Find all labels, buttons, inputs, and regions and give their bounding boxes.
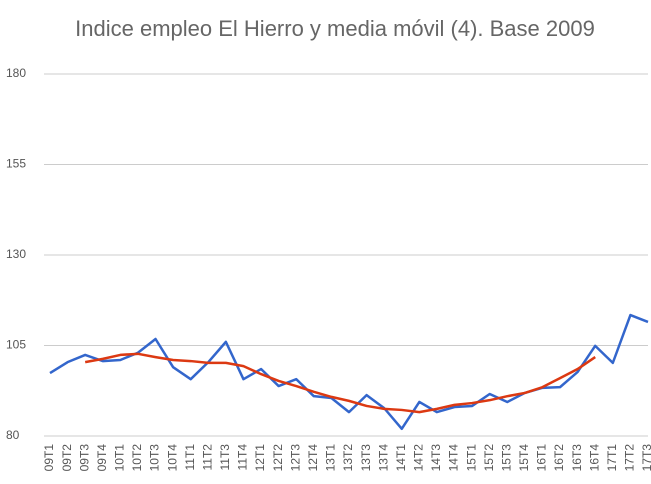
chart-title: Indice empleo El Hierro y media móvil (4… [75,16,595,41]
x-tick-label: 14T4 [447,444,461,472]
x-tick-label: 10T1 [113,444,127,472]
x-tick-label: 14T2 [412,444,426,472]
y-tick-label: 80 [6,428,20,442]
x-tick-label: 10T2 [130,444,144,472]
x-tick-label: 14T3 [429,444,443,472]
x-tick-label: 11T1 [183,444,197,471]
x-tick-label: 13T4 [376,444,390,472]
y-tick-label: 105 [6,338,26,352]
x-tick-label: 13T2 [341,444,355,472]
x-tick-label: 10T3 [148,444,162,472]
x-tick-label: 12T2 [271,444,285,472]
series-line [49,313,649,431]
x-tick-label: 11T4 [236,444,250,471]
x-tick-label: 10T4 [165,444,179,472]
x-tick-label: 17T2 [623,444,637,472]
x-tick-label: 13T1 [324,444,338,472]
x-tick-label: 09T1 [42,444,56,472]
x-tick-label: 15T3 [499,444,513,472]
x-tick-label: 16T3 [570,444,584,472]
y-tick-label: 180 [6,66,26,80]
x-tick-label: 16T1 [535,444,549,472]
x-tick-label: 14T1 [394,444,408,472]
x-tick-label: 16T4 [587,444,601,472]
x-tick-label: 09T4 [95,444,109,472]
x-tick-label: 09T3 [77,444,91,472]
x-tick-label: 12T3 [288,444,302,472]
x-tick-label: 17T3 [640,444,651,472]
y-tick-label: 130 [6,247,26,261]
x-tick-label: 15T1 [464,444,478,472]
x-tick-label: 09T2 [60,444,74,472]
y-tick-label: 155 [6,157,26,171]
x-tick-label: 16T2 [552,444,566,472]
x-tick-label: 11T3 [218,444,232,471]
x-tick-label: 15T2 [482,444,496,472]
x-tick-label: 12T4 [306,444,320,472]
x-tick-label: 15T4 [517,444,531,472]
series-line [84,352,596,414]
x-tick-label: 11T2 [200,444,214,471]
x-tick-label: 17T1 [605,444,619,472]
x-tick-label: 12T1 [253,444,267,472]
x-tick-label: 13T3 [359,444,373,472]
